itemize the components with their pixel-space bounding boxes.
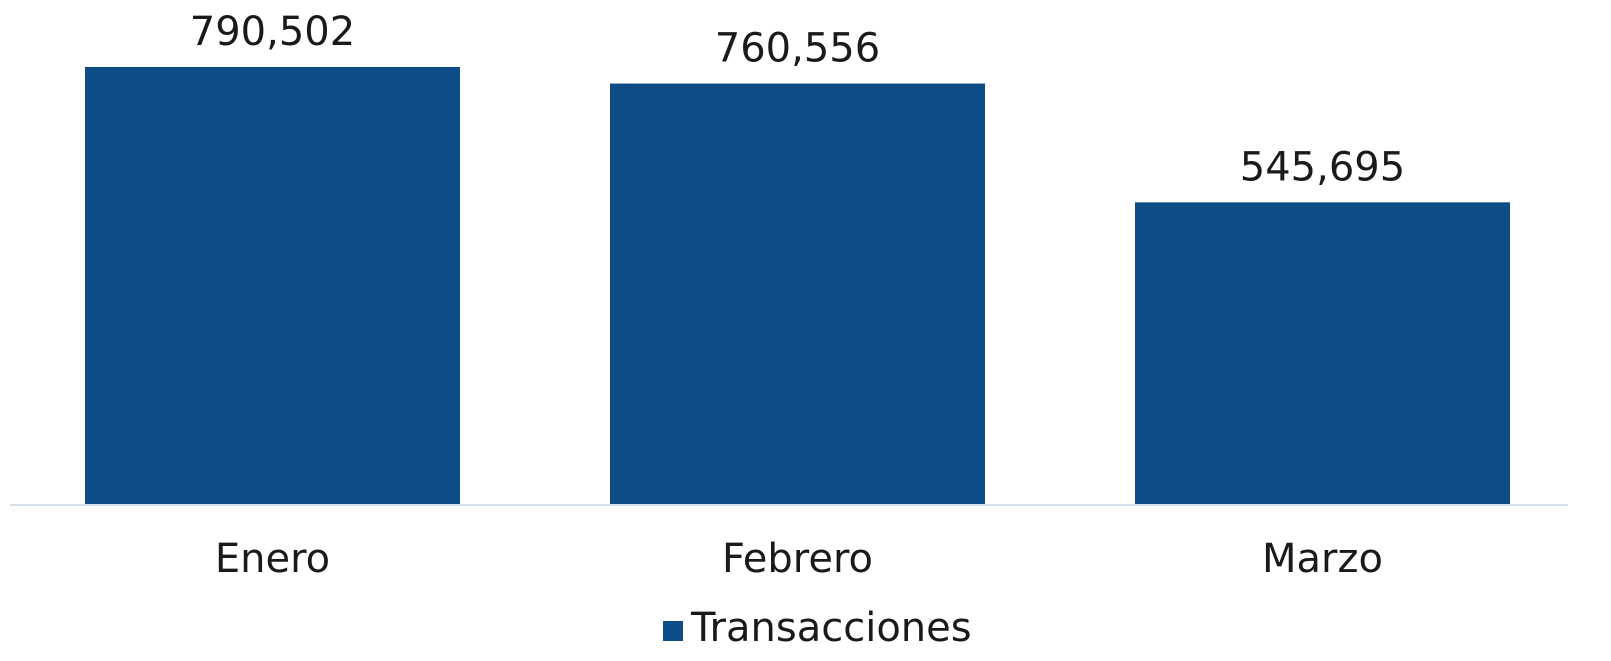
legend-swatch (663, 621, 683, 641)
x-tick-label: Febrero (722, 536, 873, 582)
value-label: 790,502 (190, 9, 355, 55)
bar (85, 67, 460, 504)
x-tick-label: Marzo (1262, 536, 1383, 582)
x-tick-label: Enero (215, 536, 330, 582)
value-label: 760,556 (715, 26, 880, 72)
bar (610, 83, 985, 505)
bar (1135, 202, 1510, 504)
legend-label: Transacciones (690, 605, 972, 651)
value-label: 545,695 (1240, 144, 1405, 190)
